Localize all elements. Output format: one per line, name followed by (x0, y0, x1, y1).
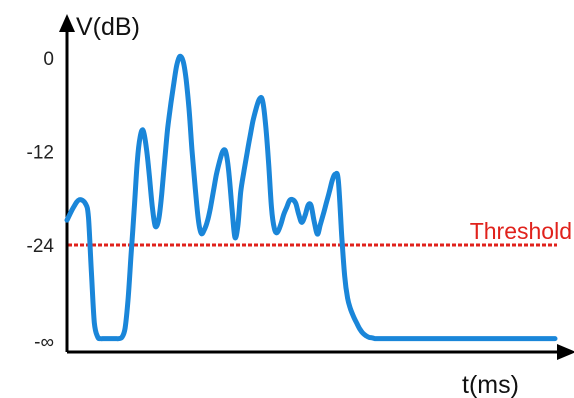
signal-line (64, 53, 558, 342)
y-axis-label: V(dB) (76, 13, 140, 41)
y-tick-label: -∞ (34, 332, 54, 353)
threshold-label: Threshold (470, 218, 572, 244)
y-tick-label: 0 (43, 49, 54, 70)
x-axis-label: t(ms) (462, 371, 519, 398)
axes: V(dB) t(ms) (59, 13, 574, 398)
threshold: Threshold (68, 218, 572, 247)
y-tick-label: -24 (27, 236, 55, 257)
y-axis-arrow (59, 14, 75, 32)
x-axis-arrow (557, 344, 574, 360)
y-tick-labels: 0 -12 -24 -∞ (27, 49, 55, 353)
y-tick-label: -12 (27, 143, 54, 164)
